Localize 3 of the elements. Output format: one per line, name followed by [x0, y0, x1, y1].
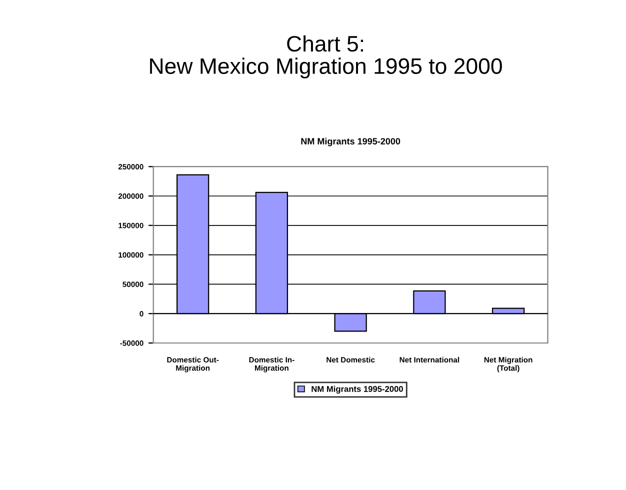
chart-subtitle: NM Migrants 1995-2000 — [301, 138, 400, 146]
chart-title: Chart 5: New Mexico Migration 1995 to 2000 — [150, 35, 502, 78]
legend-label: NM Migrants 1995-2000 — [312, 386, 403, 394]
